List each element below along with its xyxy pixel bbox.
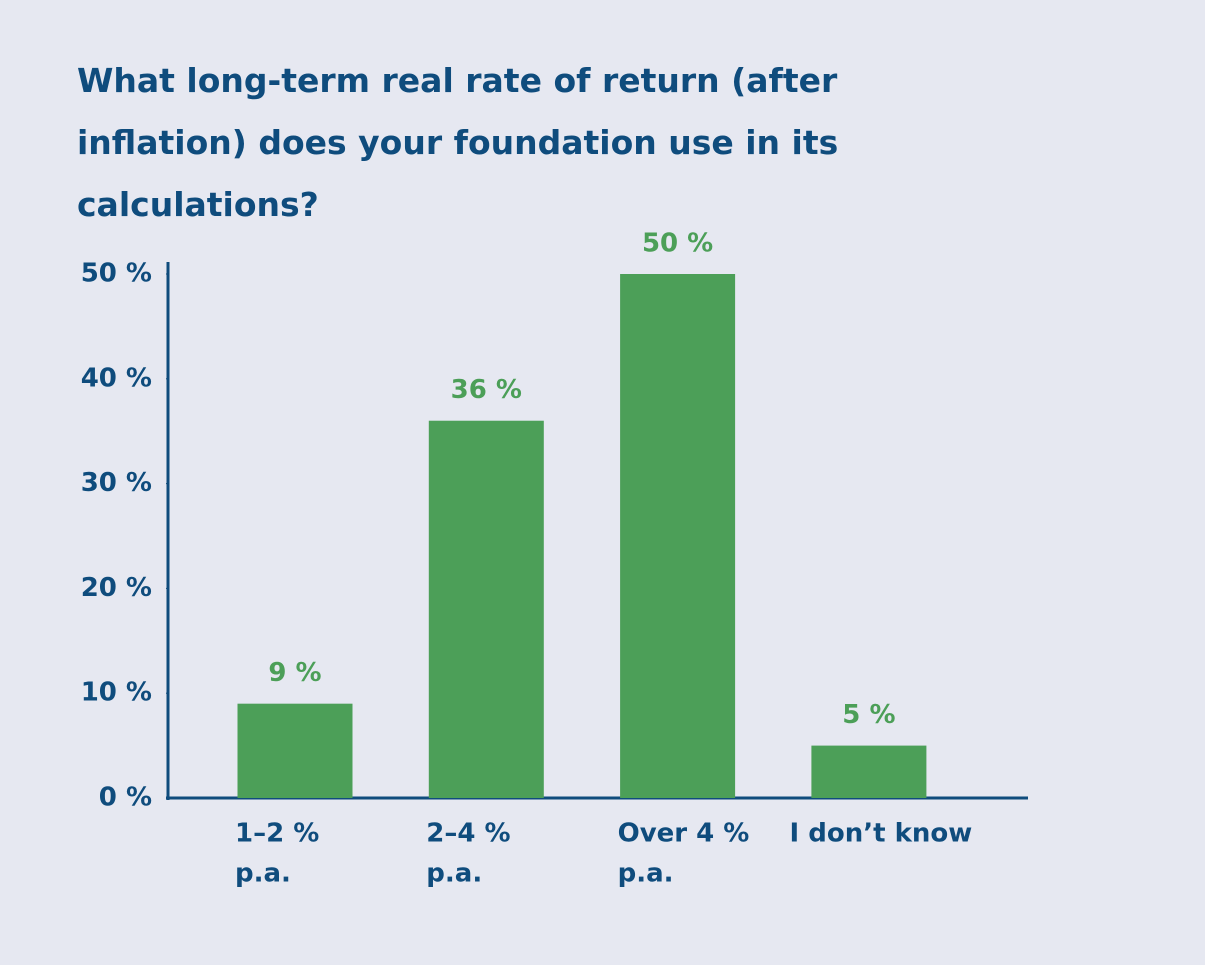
value-label: 5 % — [842, 700, 895, 730]
y-tick-label: 30 % — [81, 468, 152, 498]
x-tick-label: I don’t know — [790, 819, 973, 849]
x-tick-label: p.a. — [426, 859, 482, 889]
x-tick-label: 1–2 % — [235, 819, 319, 849]
y-tick-label: 10 % — [81, 678, 152, 708]
bar — [620, 274, 736, 798]
x-tick-label: p.a. — [618, 859, 674, 889]
value-label: 36 % — [451, 375, 522, 405]
bar — [237, 703, 353, 798]
value-label: 50 % — [642, 229, 713, 259]
value-label: 9 % — [268, 658, 321, 688]
bar — [428, 420, 544, 798]
y-tick-label: 20 % — [81, 573, 152, 603]
x-tick-label: 2–4 % — [426, 819, 510, 849]
chart-title: What long-term real rate of return (afte… — [77, 61, 839, 224]
y-tick-label: 50 % — [81, 259, 152, 289]
x-tick-label: Over 4 % — [618, 819, 750, 849]
bar — [811, 745, 927, 798]
y-tick-label: 0 % — [99, 783, 152, 813]
y-tick-label: 40 % — [81, 363, 152, 393]
x-tick-label: p.a. — [235, 859, 291, 889]
